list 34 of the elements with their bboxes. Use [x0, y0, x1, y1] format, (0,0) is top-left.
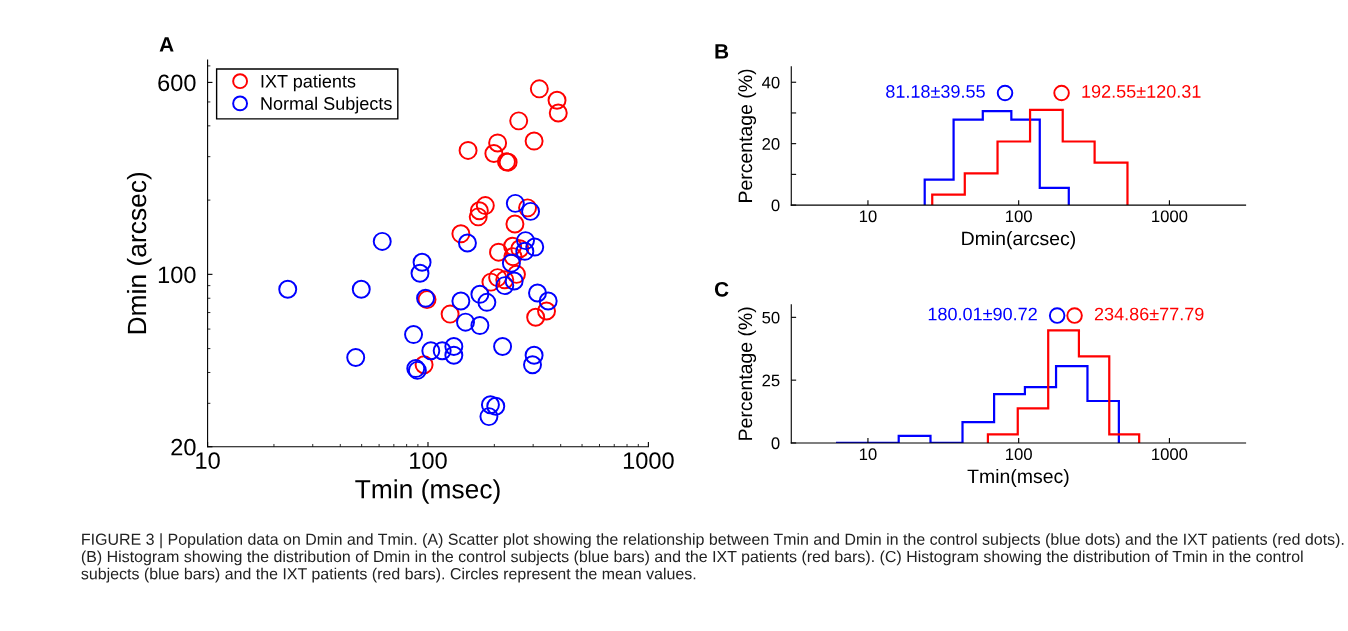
x-axis-title: Tmin(msec) — [967, 468, 1069, 488]
y-tick-label: 20 — [171, 438, 196, 456]
y-tick-label: 600 — [158, 74, 196, 92]
x-tick-label: 100 — [410, 452, 447, 469]
y-axis-title: Dmin (arcsec) — [126, 172, 152, 334]
y-axis-title: Percentage (%) — [737, 307, 757, 440]
legend-label: IXT patients — [261, 74, 356, 92]
y-tick-label: 0 — [771, 437, 780, 450]
y-tick-label: 40 — [762, 76, 780, 89]
data-label: 81.18±39.55 — [886, 85, 985, 98]
legend-label: Normal Subjects — [261, 96, 392, 114]
x-axis-title: Dmin(arcsec) — [962, 231, 1076, 250]
chart-title: A — [159, 37, 174, 52]
y-tick-label: 50 — [762, 311, 780, 324]
x-tick-label: 100 — [1006, 448, 1032, 461]
caption: FIGURE 3 | Population data on Dmin and Tmin. (A) Scatter plot showing the relationship between Tmin and Dmin in the control subjects (blue dots) and the IXT patients (red dots). (B) Histogram showing the distribution of Dmin in the control subjects (blue bars) and the IXT patients (red bars). (C) Histogram showing the distribution of Tmin in the control subjects (blue bars) and the IXT patients (red bars). Circles represent the mean values. — [81, 533, 1344, 583]
chart-title: B — [715, 44, 729, 59]
data-label: 180.01±90.72 — [928, 307, 1037, 321]
x-tick-label: 10 — [859, 448, 877, 461]
x-tick-label: 10 — [196, 452, 220, 469]
y-tick-label: 25 — [762, 374, 780, 387]
y-tick-label: 100 — [158, 266, 196, 284]
x-tick-label: 1000 — [1152, 448, 1188, 461]
y-tick-label: 20 — [762, 138, 780, 150]
x-tick-label: 1000 — [1152, 210, 1188, 223]
x-tick-label: 100 — [1006, 210, 1032, 223]
x-tick-label: 10 — [859, 210, 877, 223]
y-tick-label: 0 — [771, 199, 780, 212]
x-tick-label: 1000 — [623, 452, 674, 469]
y-axis-title: Percentage (%) — [737, 69, 757, 202]
data-label: 234.86±77.79 — [1094, 307, 1204, 321]
x-axis-title: Tmin (msec) — [355, 479, 500, 504]
chart-title: C — [714, 281, 729, 297]
data-label: 192.55±120.31 — [1082, 85, 1201, 98]
